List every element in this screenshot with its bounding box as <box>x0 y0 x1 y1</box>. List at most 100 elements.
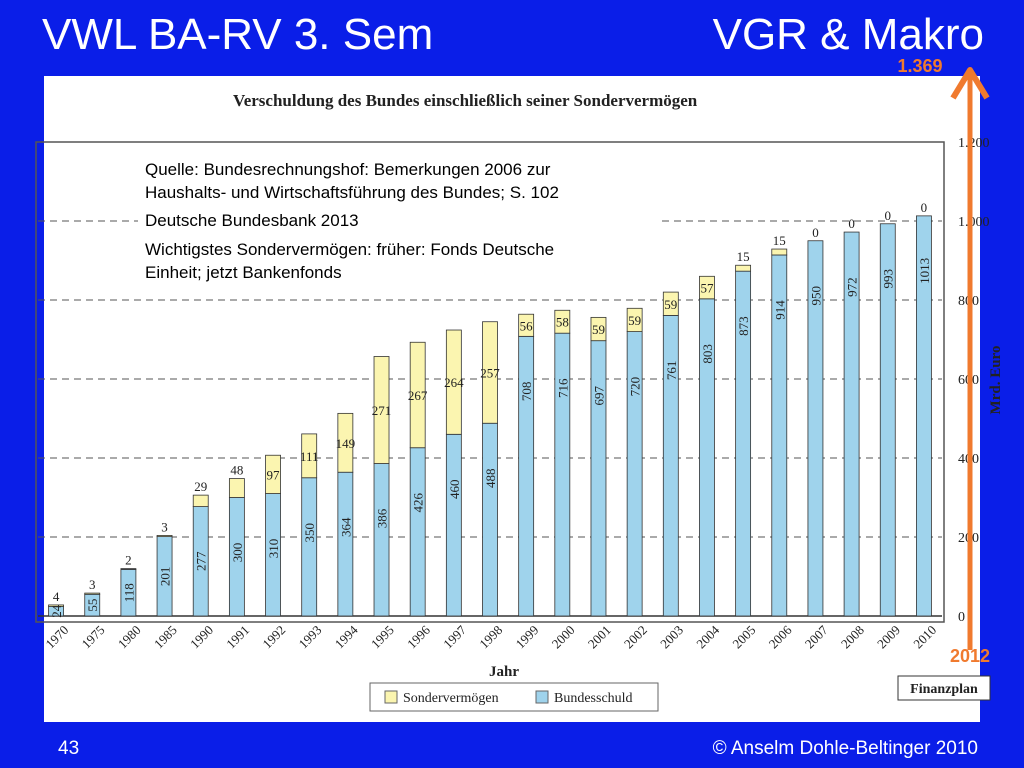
bar-sondervermoegen <box>482 321 498 424</box>
bar-bundesschuld <box>662 315 679 617</box>
data-label-bundesschuld: 720 <box>628 377 643 397</box>
data-label-sondervermoegen: 59 <box>664 297 677 312</box>
chart-title: Verschuldung des Bundes einschließlich s… <box>233 91 698 110</box>
data-label-bundesschuld: 761 <box>664 361 679 381</box>
data-label-sondervermoegen: 29 <box>194 479 207 494</box>
bar-sondervermoegen <box>662 291 679 316</box>
source-line-5: Einheit; jetzt Bankenfonds <box>145 263 342 282</box>
x-tick-label: 1999 <box>512 622 541 651</box>
data-label-sondervermoegen: 149 <box>336 436 356 451</box>
data-label-bundesschuld: 1013 <box>917 258 932 284</box>
data-label-sondervermoegen: 3 <box>89 577 96 592</box>
source-line-3: Deutsche Bundesbank 2013 <box>145 211 359 230</box>
data-label-sondervermoegen: 257 <box>480 365 500 380</box>
x-tick-label: 1993 <box>296 622 325 651</box>
bar-bundesschuld <box>337 471 354 617</box>
bar-sondervermoegen <box>192 494 209 507</box>
x-tick-label: 2009 <box>874 622 903 651</box>
x-tick-label: 1985 <box>151 622 180 651</box>
data-label-bundesschuld: 914 <box>772 300 787 320</box>
arrow-value-label: 1.369 <box>897 56 942 76</box>
finanzplan-box <box>897 675 991 701</box>
data-label-sondervermoegen: 0 <box>885 208 892 223</box>
bar-sondervermoegen <box>409 341 426 449</box>
y-axis-label: Mrd. Euro <box>988 346 1004 415</box>
data-label-sondervermoegen: 2 <box>125 553 132 568</box>
x-tick-label: 2010 <box>910 622 939 651</box>
y-tick-label: 0 <box>958 610 965 625</box>
bar-bundesschuld <box>590 340 607 617</box>
data-label-sondervermoegen: 111 <box>300 449 319 464</box>
x-tick-label: 2008 <box>838 622 867 651</box>
data-label-sondervermoegen: 57 <box>700 281 714 296</box>
bar-sondervermoegen <box>735 264 752 272</box>
data-label-sondervermoegen: 0 <box>812 225 819 240</box>
bar-sondervermoegen <box>228 478 245 498</box>
data-label-bundesschuld: 277 <box>194 551 209 571</box>
legend-label-sondervermoegen: Sondervermögen <box>403 691 499 706</box>
x-tick-label: 1998 <box>476 622 505 651</box>
data-label-sondervermoegen: 4 <box>53 589 60 604</box>
x-axis-label: Jahr <box>489 664 519 680</box>
x-tick-label: 1991 <box>223 622 252 651</box>
data-label-sondervermoegen: 15 <box>773 233 786 248</box>
x-tick-label: 1970 <box>42 622 71 651</box>
source-line-2: Haushalts- und Wirtschaftsführung des Bu… <box>145 183 559 202</box>
bar-sondervermoegen <box>156 535 173 538</box>
x-tick-label: 2004 <box>693 622 722 651</box>
bar-sondervermoegen <box>373 356 390 464</box>
data-label-sondervermoegen: 97 <box>267 467 281 482</box>
legend-label-bundesschuld: Bundesschuld <box>554 691 633 706</box>
bar-bundesschuld <box>518 335 535 617</box>
data-label-bundesschuld: 950 <box>808 286 823 306</box>
source-note-box <box>138 153 658 293</box>
bar-bundesschuld <box>301 477 318 617</box>
x-tick-label: 1975 <box>79 622 108 651</box>
bar-bundesschuld <box>482 422 498 617</box>
data-label-bundesschuld: 488 <box>483 468 498 488</box>
bar-bundesschuld <box>373 463 390 617</box>
bar-sondervermoegen <box>84 592 101 595</box>
bar-bundesschuld <box>409 447 426 617</box>
data-label-sondervermoegen: 267 <box>408 388 428 403</box>
bar-bundesschuld <box>916 215 932 617</box>
data-label-bundesschuld: 201 <box>158 567 173 587</box>
bar-bundesschuld <box>626 331 643 617</box>
data-label-bundesschuld: 350 <box>302 523 317 543</box>
x-tick-label: 2006 <box>766 622 795 651</box>
bar-sondervermoegen <box>265 454 281 494</box>
data-label-sondervermoegen: 48 <box>230 463 243 478</box>
data-label-sondervermoegen: 59 <box>628 313 641 328</box>
bar-sondervermoegen <box>699 275 715 300</box>
x-tick-label: 1994 <box>332 622 361 651</box>
x-tick-label: 2007 <box>802 622 831 651</box>
data-label-sondervermoegen: 58 <box>556 315 569 330</box>
x-tick-label: 1992 <box>259 622 288 651</box>
bar-bundesschuld <box>879 223 896 617</box>
data-label-bundesschuld: 993 <box>881 269 896 289</box>
data-label-bundesschuld: 300 <box>230 543 245 563</box>
bar-bundesschuld <box>843 231 860 617</box>
data-label-bundesschuld: 803 <box>700 344 715 364</box>
legend-box <box>369 682 659 712</box>
plot-frame <box>35 141 945 623</box>
data-label-sondervermoegen: 59 <box>592 322 605 337</box>
data-label-bundesschuld: 708 <box>519 382 534 402</box>
y-tick-label: 1.200 <box>958 136 990 151</box>
finanzplan-label: Finanzplan <box>910 682 978 697</box>
arrow-year-label: 2012 <box>950 646 990 666</box>
data-label-sondervermoegen: 3 <box>161 519 168 534</box>
source-line-1: Quelle: Bundesrechnungshof: Bemerkungen … <box>145 160 551 179</box>
bar-bundesschuld <box>554 332 571 617</box>
x-tick-label: 1995 <box>368 622 397 651</box>
legend-swatch-sondervermoegen <box>384 690 398 704</box>
bar-sondervermoegen <box>120 568 137 570</box>
bar-bundesschuld <box>807 240 824 617</box>
bar-sondervermoegen <box>445 329 462 435</box>
bar-sondervermoegen <box>301 433 318 479</box>
copyright: © Anselm Dohle-Beltinger 2010 <box>712 738 978 759</box>
slide-title-left: VWL BA-RV 3. Sem <box>42 10 434 59</box>
data-label-bundesschuld: 24 <box>49 604 64 618</box>
